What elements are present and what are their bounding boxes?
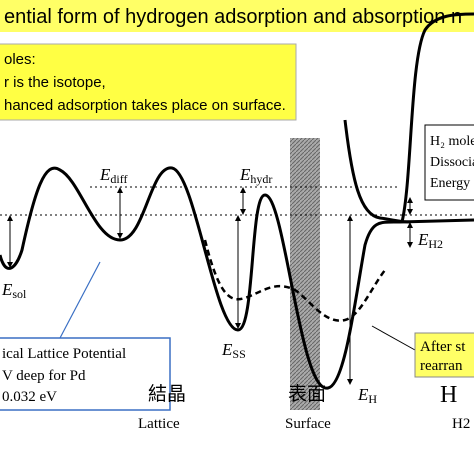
potential-curve: [0, 166, 474, 390]
text: H2: [428, 237, 443, 251]
text: E: [417, 230, 429, 249]
text: Lattice: [138, 416, 180, 432]
title-bar: [0, 0, 474, 32]
text: H₂ molec: [430, 134, 474, 149]
callout-line: [59, 261, 101, 339]
text: r is the isotope,: [4, 74, 106, 91]
lattice-box: [0, 337, 171, 411]
surface-rearranged-curve: [203, 239, 387, 322]
surface-band: [290, 138, 320, 410]
callout-line: [371, 325, 416, 351]
text: hydr: [250, 172, 272, 186]
title: ential form of hydrogen adsorption and a…: [4, 6, 462, 28]
text: H: [440, 382, 457, 408]
svg-text:Ediff: Ediff: [99, 165, 128, 186]
svg-text:EH: EH: [357, 385, 377, 406]
svg-text:EH2: EH2: [417, 230, 443, 251]
text: 表面: [288, 383, 326, 405]
text: oles:: [4, 51, 36, 68]
after-box-text: After st rearran: [420, 339, 469, 374]
svg-text:ESS: ESS: [221, 340, 246, 361]
text: H2: [452, 416, 470, 432]
note-box: [0, 43, 297, 121]
h2-curve: [400, 12, 474, 223]
text: Energy: [430, 176, 470, 191]
text: diff: [110, 172, 127, 186]
h2-box-text: H₂ molec Dissocia Energy: [430, 134, 474, 191]
text: E: [221, 340, 233, 359]
text: SS: [232, 347, 245, 361]
text: Surface: [285, 416, 331, 432]
text: E: [99, 165, 111, 184]
note: oles: r is the isotope, hanced adsorptio…: [4, 51, 286, 114]
region-labels: 結晶 Lattice 表面 Surface H H2: [138, 382, 470, 432]
text: H: [368, 392, 377, 406]
energy-labels: Ediff Ehydr Esol ESS EH EH2: [1, 165, 443, 406]
text: ical Lattice Potential: [2, 346, 126, 362]
text: 結晶: [148, 383, 186, 405]
text: rearran: [420, 358, 463, 374]
text: After st: [420, 339, 466, 355]
lattice-box-text: ical Lattice Potential V deep for Pd 0.0…: [2, 346, 130, 405]
svg-text:Esol: Esol: [1, 280, 27, 301]
energy-arrows: [7, 187, 413, 385]
svg-text:Ehydr: Ehydr: [239, 165, 272, 186]
h2-box: [424, 124, 474, 201]
text: Dissocia: [430, 155, 474, 170]
after-box: [414, 332, 474, 378]
text: E: [1, 280, 13, 299]
text: 0.032 eV: [2, 389, 57, 405]
h2-curve: [343, 119, 411, 224]
text: E: [357, 385, 369, 404]
text: V deep for Pd: [2, 368, 86, 384]
text: sol: [12, 287, 27, 301]
text: E: [239, 165, 251, 184]
text: hanced adsorption takes place on surface…: [4, 97, 286, 114]
